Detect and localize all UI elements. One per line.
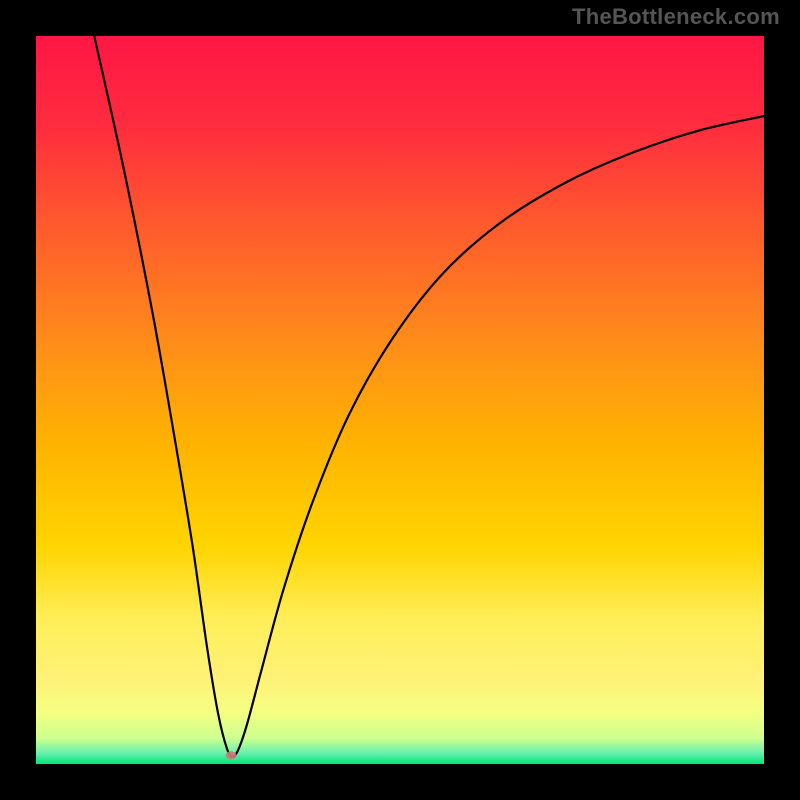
optimal-point-marker	[226, 751, 237, 759]
bottleneck-curve-chart	[36, 36, 764, 764]
chart-frame: TheBottleneck.com	[0, 0, 800, 800]
plot-area	[36, 36, 764, 764]
watermark-label: TheBottleneck.com	[572, 4, 780, 30]
